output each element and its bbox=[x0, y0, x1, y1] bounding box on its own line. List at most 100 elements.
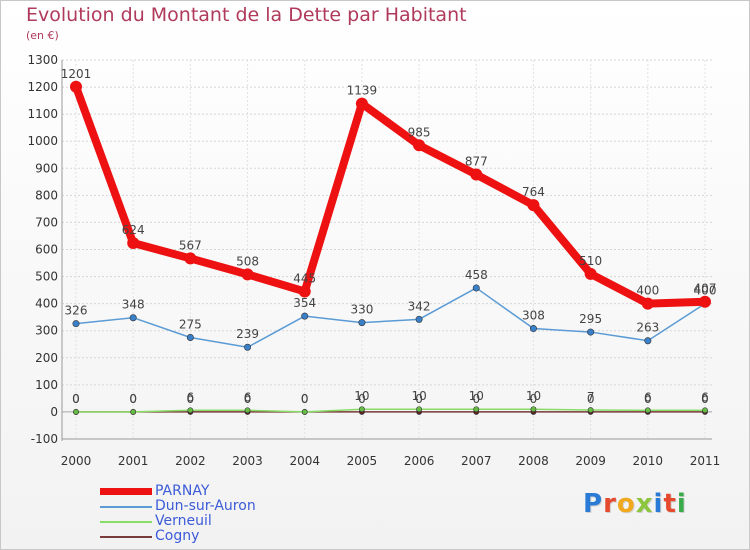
data-point-verneuil bbox=[587, 407, 594, 413]
data-point-dun-sur-auron bbox=[358, 319, 366, 327]
data-point-parnay bbox=[70, 80, 82, 93]
data-label-dun-sur-auron: 239 bbox=[236, 327, 259, 341]
data-label-dun-sur-auron: 275 bbox=[179, 317, 202, 331]
proxiti-logo: Proxiti bbox=[583, 489, 687, 519]
chart-title: Evolution du Montant de la Dette par Hab… bbox=[26, 4, 467, 26]
data-label-parnay: 508 bbox=[236, 254, 259, 268]
legend-label-verneuil: Verneuil bbox=[155, 513, 212, 529]
y-tick-label: 400 bbox=[35, 297, 58, 311]
y-tick-label: 1200 bbox=[27, 80, 58, 94]
data-label-parnay: 1201 bbox=[61, 67, 92, 81]
data-point-verneuil bbox=[130, 409, 137, 415]
data-label-dun-sur-auron: 330 bbox=[350, 303, 373, 317]
data-point-dun-sur-auron bbox=[587, 328, 595, 336]
y-tick-label: 900 bbox=[35, 161, 58, 175]
data-label-verneuil: 0 bbox=[72, 392, 80, 406]
data-point-verneuil bbox=[644, 407, 651, 414]
y-tick-label: 500 bbox=[35, 270, 58, 284]
legend-label-parnay: PARNAY bbox=[155, 483, 210, 499]
y-tick-label: 800 bbox=[35, 188, 58, 202]
data-label-dun-sur-auron: 263 bbox=[636, 321, 659, 335]
data-label-parnay: 445 bbox=[293, 271, 316, 285]
data-point-parnay bbox=[241, 268, 254, 281]
data-point-verneuil bbox=[473, 406, 480, 413]
data-label-parnay: 567 bbox=[179, 238, 202, 252]
x-tick-label: 2007 bbox=[461, 454, 492, 468]
data-point-dun-sur-auron bbox=[301, 312, 309, 320]
data-point-dun-sur-auron bbox=[129, 314, 137, 322]
data-point-parnay bbox=[413, 139, 426, 152]
x-tick-label: 2009 bbox=[575, 454, 606, 468]
data-label-cogny: 0 bbox=[472, 392, 480, 406]
data-label-parnay: 985 bbox=[408, 125, 431, 139]
y-tick-label: 700 bbox=[35, 215, 58, 229]
data-point-dun-sur-auron bbox=[472, 284, 480, 292]
data-label-cogny: 0 bbox=[187, 392, 195, 406]
data-point-dun-sur-auron bbox=[644, 337, 652, 345]
data-label-cogny: 0 bbox=[415, 392, 423, 406]
y-tick-label: 0 bbox=[50, 405, 58, 419]
legend-swatch-parnay bbox=[100, 488, 152, 495]
data-label-cogny: 0 bbox=[358, 392, 366, 406]
chart-subtitle: (en €) bbox=[26, 29, 59, 42]
y-tick-label: 1000 bbox=[27, 134, 58, 148]
data-label-verneuil: 0 bbox=[301, 392, 309, 406]
x-tick-label: 2006 bbox=[404, 454, 435, 468]
data-point-verneuil bbox=[244, 407, 251, 414]
y-tick-label: -100 bbox=[31, 432, 58, 446]
y-tick-label: 1100 bbox=[27, 107, 58, 121]
data-label-dun-sur-auron: 342 bbox=[408, 299, 431, 313]
data-point-verneuil bbox=[187, 407, 194, 414]
data-label-dun-sur-auron: 354 bbox=[293, 296, 316, 310]
data-point-verneuil bbox=[359, 406, 365, 413]
data-point-verneuil bbox=[73, 409, 79, 415]
data-label-verneuil: 10 bbox=[411, 389, 426, 403]
data-point-parnay bbox=[527, 199, 540, 212]
data-point-dun-sur-auron bbox=[186, 333, 194, 341]
legend-label-cogny: Cogny bbox=[155, 528, 200, 544]
data-label-verneuil: 6 bbox=[701, 390, 709, 404]
data-label-dun-sur-auron: 308 bbox=[522, 309, 545, 323]
data-label-parnay: 624 bbox=[122, 223, 145, 237]
x-tick-label: 2001 bbox=[118, 454, 149, 468]
data-label-verneuil: 6 bbox=[244, 390, 252, 404]
data-label-dun-sur-auron: 348 bbox=[122, 298, 145, 312]
data-label-cogny: 0 bbox=[129, 392, 137, 406]
data-label-cogny: 0 bbox=[244, 392, 252, 406]
data-label-verneuil: 6 bbox=[187, 390, 195, 404]
data-label-verneuil: 10 bbox=[469, 389, 484, 403]
legend-swatch-cogny bbox=[100, 536, 152, 538]
data-label-parnay: 407 bbox=[694, 282, 717, 296]
data-point-parnay bbox=[355, 97, 368, 110]
series-line-parnay bbox=[72, 82, 709, 308]
legend-swatch-dun-sur-auron bbox=[100, 506, 152, 508]
x-tick-label: 2003 bbox=[232, 454, 263, 468]
data-point-parnay bbox=[470, 168, 483, 181]
data-point-verneuil bbox=[416, 406, 422, 413]
data-point-dun-sur-auron bbox=[244, 343, 252, 351]
data-label-verneuil: 10 bbox=[354, 389, 369, 403]
data-point-dun-sur-auron bbox=[529, 325, 537, 333]
data-label-verneuil: 7 bbox=[587, 390, 595, 404]
data-label-dun-sur-auron: 400 bbox=[694, 284, 717, 298]
x-tick-label: 2004 bbox=[289, 454, 320, 468]
data-point-parnay bbox=[584, 267, 597, 280]
data-label-verneuil: 0 bbox=[129, 392, 137, 406]
data-label-parnay: 877 bbox=[465, 155, 488, 169]
y-tick-label: 1300 bbox=[27, 53, 58, 67]
data-label-verneuil: 6 bbox=[644, 390, 652, 404]
data-label-dun-sur-auron: 326 bbox=[65, 304, 88, 318]
data-label-verneuil: 10 bbox=[526, 389, 541, 403]
data-label-cogny: 0 bbox=[530, 392, 538, 406]
data-label-cogny: 0 bbox=[301, 392, 309, 406]
data-label-cogny: 0 bbox=[701, 392, 709, 406]
data-label-dun-sur-auron: 295 bbox=[579, 312, 602, 326]
legend-label-dun-sur-auron: Dun-sur-Auron bbox=[155, 498, 256, 514]
data-point-dun-sur-auron bbox=[415, 315, 423, 323]
data-point-parnay bbox=[699, 295, 711, 308]
data-point-parnay bbox=[127, 237, 140, 250]
data-point-parnay bbox=[298, 285, 311, 298]
legend-swatch-verneuil bbox=[100, 521, 152, 523]
